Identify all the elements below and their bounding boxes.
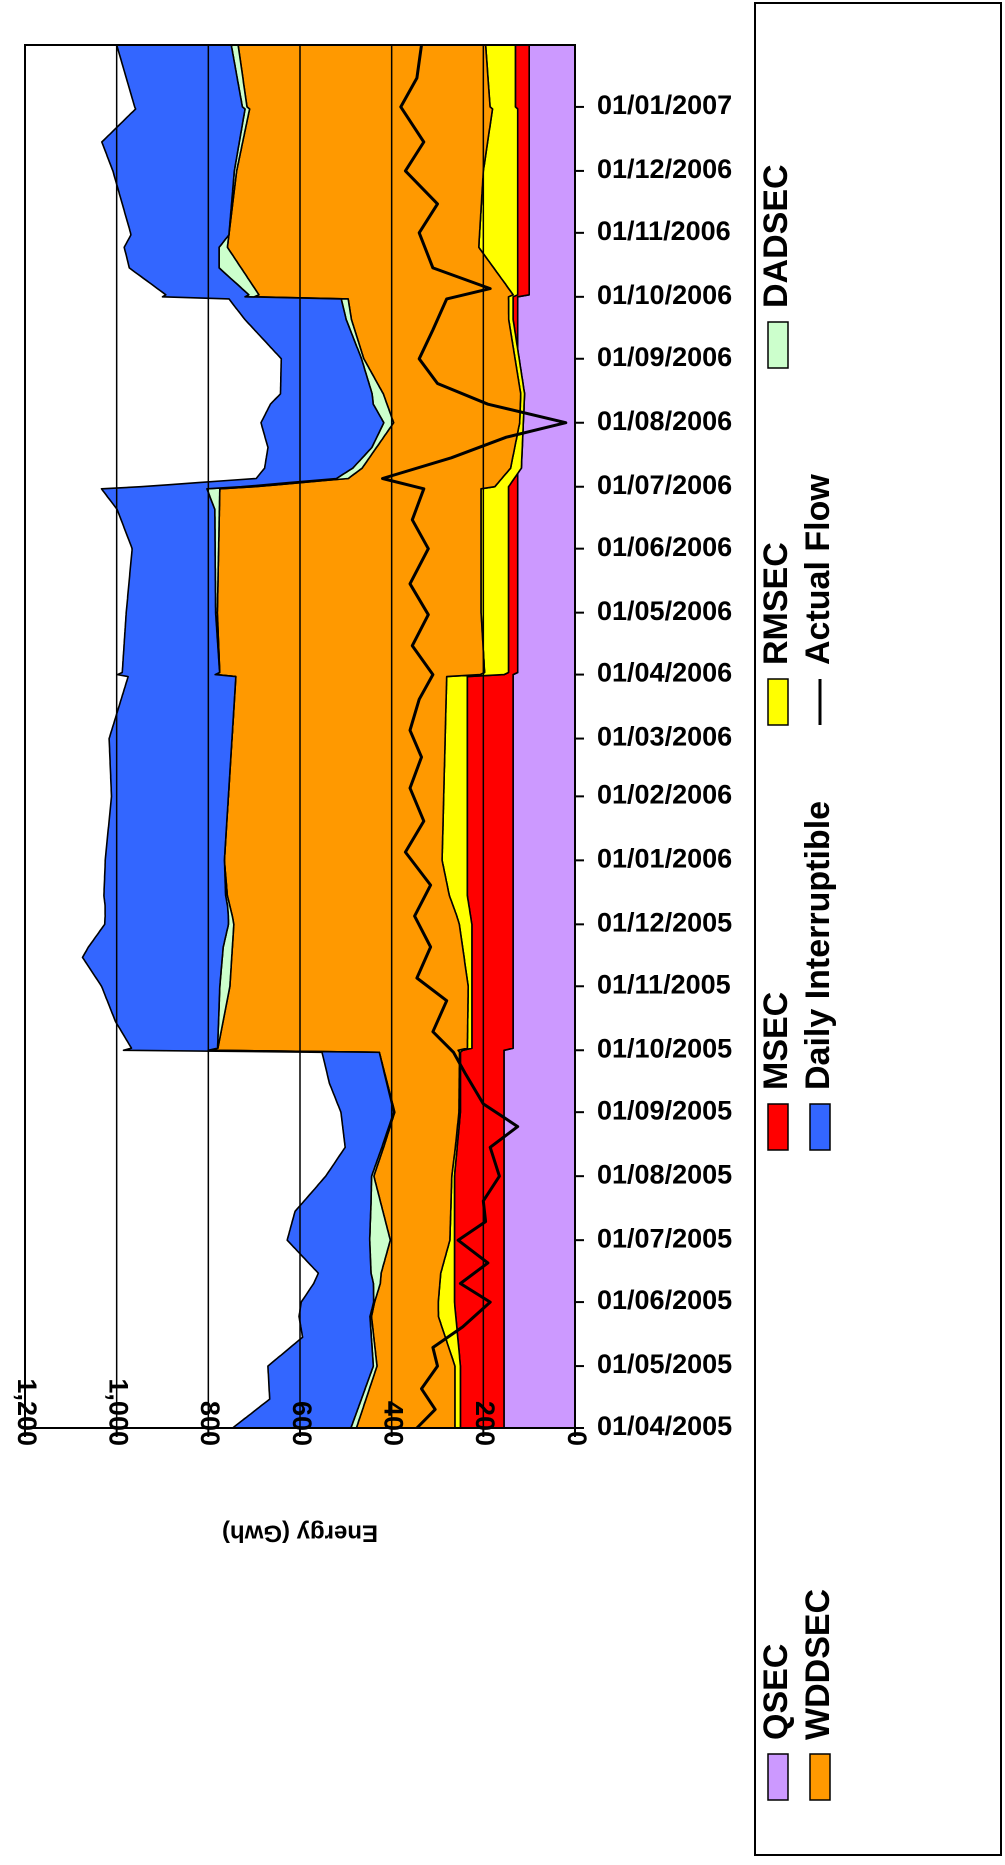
x-tick-label: 01/10/2006: [597, 280, 732, 310]
legend-label-daily-interruptible: Daily Interruptible: [799, 801, 837, 1090]
x-tick-label: 01/08/2006: [597, 406, 732, 436]
legend-label-msec: MSEC: [757, 992, 795, 1090]
x-tick-label: 01/07/2006: [597, 470, 732, 500]
axes: 01/04/2005 01/05/2005 01/06/2005 01/07/2005…: [12, 44, 732, 1547]
x-tick-label: 01/01/2006: [597, 843, 732, 873]
y-tick-label: 400: [379, 1401, 409, 1446]
legend: QSEC MSEC RMSEC WDDSEC DADSEC Daily Interrupt…: [754, 2, 1002, 1856]
x-tick-label: 01/04/2006: [597, 658, 732, 688]
x-tick-label: 01/09/2005: [597, 1095, 732, 1125]
y-tick-label: 1,200: [12, 1378, 42, 1446]
y-axis-title: Energy (Gwh): [222, 1520, 378, 1547]
x-tick-label: 01/04/2005: [597, 1411, 732, 1441]
legend-swatch-qsec: [767, 1753, 789, 1801]
x-tick-label: 01/06/2006: [597, 532, 732, 562]
x-tick-label: 01/03/2006: [597, 722, 732, 752]
x-tick-label: 01/02/2006: [597, 779, 732, 809]
y-tick-label: 800: [195, 1401, 225, 1446]
x-tick-label: 01/12/2005: [597, 907, 732, 937]
legend-swatch-daily-interruptible: [809, 1103, 831, 1151]
x-tick-label: 01/12/2006: [597, 154, 732, 184]
x-tick-label: 01/11/2005: [597, 969, 731, 999]
x-tick-label: 01/08/2005: [597, 1159, 732, 1189]
plot-area: [25, 44, 576, 1430]
legend-swatch-msec: [767, 1103, 789, 1151]
y-tick-label: 1,000: [104, 1378, 134, 1446]
x-tick-label: 01/05/2006: [597, 596, 732, 626]
y-tick-label: 0: [562, 1431, 592, 1446]
x-tick-label: 01/01/2007: [597, 90, 732, 120]
line-actual-flow: [381, 44, 568, 1430]
legend-swatch-wddsec: [809, 1753, 831, 1801]
legend-label-rmsec: RMSEC: [757, 542, 795, 665]
x-tick-label: 01/05/2005: [597, 1349, 732, 1379]
y-tick-label: 600: [287, 1401, 317, 1446]
x-tick-label: 01/10/2005: [597, 1033, 732, 1063]
x-tick-label: 01/09/2006: [597, 342, 732, 372]
x-tick-label: 01/07/2005: [597, 1223, 732, 1253]
legend-box: [754, 2, 1002, 1856]
legend-swatch-rmsec: [767, 678, 789, 726]
y-tick-label: 200: [470, 1401, 500, 1446]
x-tick-label: 01/11/2006: [597, 216, 731, 246]
legend-label-actual-flow: Actual Flow: [799, 474, 837, 665]
legend-label-qsec: QSEC: [757, 1644, 795, 1740]
legend-swatch-dadsec: [767, 321, 789, 369]
legend-label-dadsec: DADSEC: [757, 164, 795, 308]
x-tick-label: 01/06/2005: [597, 1285, 732, 1315]
legend-label-wddsec: WDDSEC: [799, 1589, 837, 1740]
